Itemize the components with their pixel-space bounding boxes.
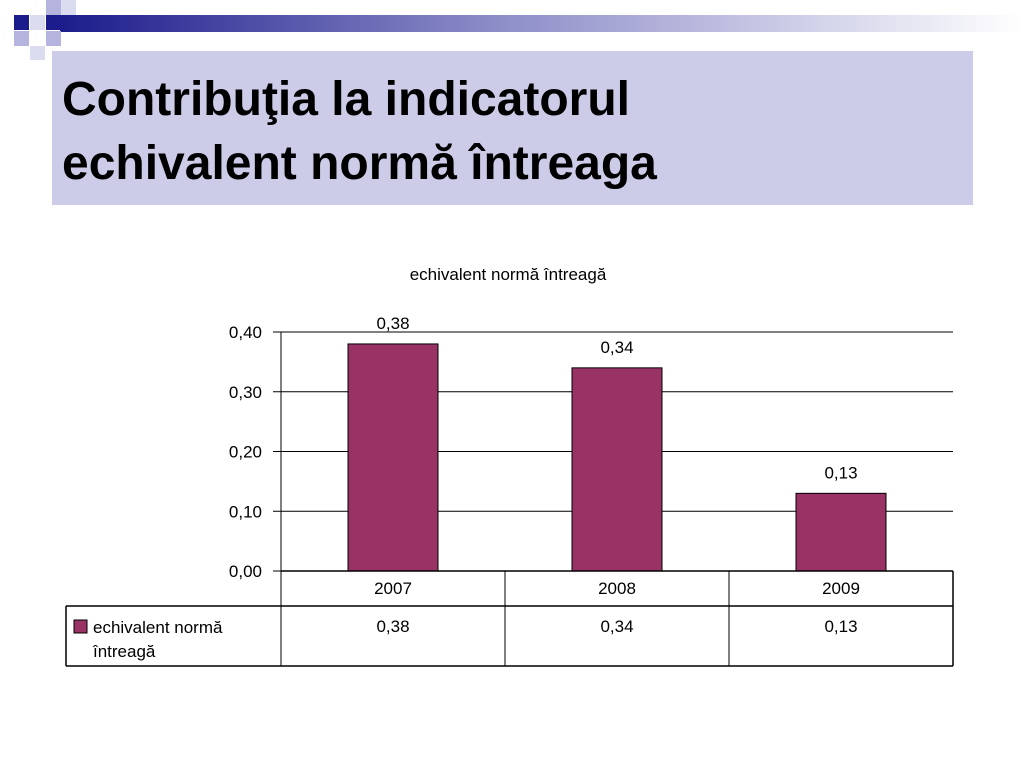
y-axis: 0,00 0,10 0,20 0,30 0,40 [229,323,282,666]
x-tick-label: 2008 [598,579,636,598]
chart-title: echivalent normă întreagă [410,265,607,284]
header-gradient-bar [60,15,1024,32]
header-decoration [14,0,1024,60]
bar [795,492,887,572]
legend-label-line-1: echivalent normă [93,618,223,637]
table-value: 0,34 [600,617,633,636]
decor-square [30,15,45,30]
bar [571,367,663,572]
slide-title-line-1: Contribuţia la indicatorul [62,73,631,126]
legend-swatch [73,619,88,634]
table-value: 0,38 [376,617,409,636]
slide-title-line-2: echivalent normă întreaga [62,137,657,190]
y-tick-label: 0,00 [229,562,262,581]
y-tick-label: 0,10 [229,502,262,521]
table-value: 0,13 [824,617,857,636]
bar [347,343,439,572]
legend-label-line-2: întreagă [92,642,156,661]
data-table: 2007 0,38 2008 0,34 2009 0,13 echivalent normă… [65,570,954,667]
y-tick-label: 0,30 [229,383,262,402]
x-tick-label: 2009 [822,579,860,598]
data-label: 0,38 [376,314,409,333]
slide-title: Contribuţia la indicatorul echivalent no… [62,68,962,196]
data-label: 0,34 [600,338,633,357]
decor-square [30,46,45,60]
x-tick-label: 2007 [374,579,412,598]
y-tick-label: 0,20 [229,443,262,462]
chart-bars: 0,38 0,34 0,13 [347,314,887,572]
decor-square [14,15,29,30]
decor-square [46,31,61,46]
data-label: 0,13 [824,463,857,482]
decor-square [61,0,76,15]
title-background [52,51,973,205]
decor-square [14,31,29,46]
decor-square [46,15,61,30]
y-tick-label: 0,40 [229,323,262,342]
decor-square [46,0,61,15]
